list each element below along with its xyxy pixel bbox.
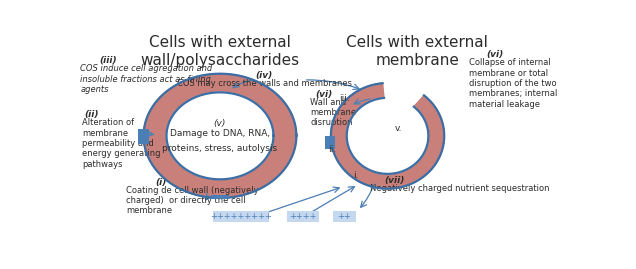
Text: Collapse of internal
membrane or total
disruption of the two
membranes; internal: Collapse of internal membrane or total d…: [469, 58, 557, 109]
FancyBboxPatch shape: [333, 211, 356, 222]
FancyBboxPatch shape: [325, 136, 335, 149]
FancyBboxPatch shape: [212, 211, 269, 222]
FancyBboxPatch shape: [286, 211, 319, 222]
Text: ii.: ii.: [328, 144, 336, 154]
Polygon shape: [144, 74, 296, 198]
Text: Cells with external
wall/polysaccharides: Cells with external wall/polysaccharides: [141, 36, 300, 68]
Polygon shape: [167, 92, 273, 179]
Polygon shape: [331, 83, 444, 189]
Text: (vi): (vi): [315, 90, 333, 99]
Text: COS induce cell agregation and
insoluble fractions act as fining
agents: COS induce cell agregation and insoluble…: [81, 64, 212, 94]
Text: (vii): (vii): [384, 176, 404, 185]
Text: (iii): (iii): [99, 56, 117, 65]
Text: Coating de cell wall (negatively
charged)  or directly the cell
membrane: Coating de cell wall (negatively charged…: [127, 186, 259, 215]
Text: ++: ++: [338, 212, 351, 221]
Text: Damage to DNA, RNA,: Damage to DNA, RNA,: [170, 129, 270, 138]
Polygon shape: [347, 98, 429, 174]
Text: (vi): (vi): [486, 50, 503, 59]
Text: (iv): (iv): [256, 70, 273, 80]
Text: Cells with external
membrane: Cells with external membrane: [346, 36, 488, 68]
Text: i.: i.: [354, 171, 359, 180]
Text: v.: v.: [395, 124, 403, 133]
Text: COS may cross the walls and membranes: COS may cross the walls and membranes: [177, 79, 352, 88]
Text: +++++++++: +++++++++: [210, 212, 272, 221]
Text: Negatively charged nutrient sequestration: Negatively charged nutrient sequestratio…: [370, 184, 550, 193]
Text: (i): (i): [155, 178, 167, 187]
Text: iii.: iii.: [340, 94, 350, 103]
Text: Wall and
membrane
disruption: Wall and membrane disruption: [310, 98, 356, 127]
Text: (v): (v): [214, 119, 226, 128]
Text: ++++: ++++: [289, 212, 316, 221]
Text: proteins, stress, autolysis: proteins, stress, autolysis: [162, 144, 277, 153]
Text: Alteration of
membrane
permeability and
energy generating
pathways: Alteration of membrane permeability and …: [82, 118, 160, 169]
FancyBboxPatch shape: [137, 129, 148, 144]
Text: (ii): (ii): [85, 110, 99, 119]
FancyBboxPatch shape: [211, 196, 229, 199]
